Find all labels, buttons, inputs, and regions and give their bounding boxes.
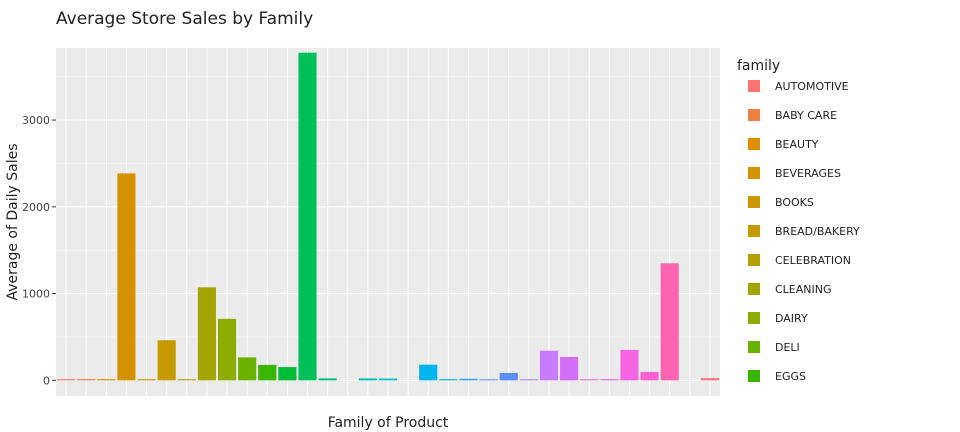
legend-label: EGGS [775,370,806,383]
bar [560,356,579,381]
legend: AUTOMOTIVE BABY CARE BEAUTY BEVERAGES BOOKS B… [748,80,860,383]
legend-label: BREAD/BAKERY [775,225,860,238]
y-tick-label: 1000 [22,288,50,301]
bar [439,379,458,381]
bar [157,340,176,381]
bar [177,379,196,381]
legend-swatch [748,109,760,121]
bar [278,367,297,381]
legend-swatch [748,167,760,179]
bar [640,371,659,381]
y-tick-label: 3000 [22,114,50,127]
bar [499,373,518,381]
bar [238,357,257,381]
y-axis-title: Average of Daily Sales [5,143,21,300]
bar [660,263,679,381]
bar [419,364,438,381]
bar [57,379,76,381]
bar [137,379,156,381]
y-tick-label: 0 [43,374,50,387]
bar [117,173,136,381]
bar [600,379,619,381]
bar [700,378,719,381]
legend-label: DELI [775,341,800,354]
bars [57,52,719,381]
legend-label: CELEBRATION [775,254,851,267]
legend-label: CLEANING [775,283,832,296]
legend-label: BEVERAGES [775,167,841,180]
bar [620,349,639,381]
legend-swatch [748,196,760,208]
legend-swatch [748,80,760,92]
legend-label: AUTOMOTIVE [775,80,849,93]
legend-swatch [748,225,760,237]
bar [97,379,116,381]
bar [258,364,277,381]
y-tick-label: 2000 [22,201,50,214]
legend-label: DAIRY [775,312,808,325]
bar [580,379,599,381]
legend-label: BABY CARE [775,109,837,122]
bar [358,378,377,381]
bar [539,350,559,381]
bar [197,287,216,381]
bar [298,52,317,381]
legend-swatch [748,370,760,382]
x-axis-title: Family of Product [328,415,449,431]
legend-swatch [748,138,760,150]
bar [318,378,337,381]
legend-title: family [737,58,780,74]
bar [519,379,538,381]
bar [378,378,398,381]
legend-label: BOOKS [775,196,814,209]
grid-lines [56,48,720,396]
legend-swatch [748,341,760,353]
bar [77,379,96,381]
bar [479,379,498,381]
legend-swatch [748,283,760,295]
bar [217,318,237,381]
legend-swatch [748,254,760,266]
bar [459,378,478,381]
y-axis: 0 1000 2000 3000 [22,114,56,387]
legend-label: BEAUTY [775,138,819,151]
legend-swatch [748,312,760,324]
chart-title: Average Store Sales by Family [56,9,313,29]
